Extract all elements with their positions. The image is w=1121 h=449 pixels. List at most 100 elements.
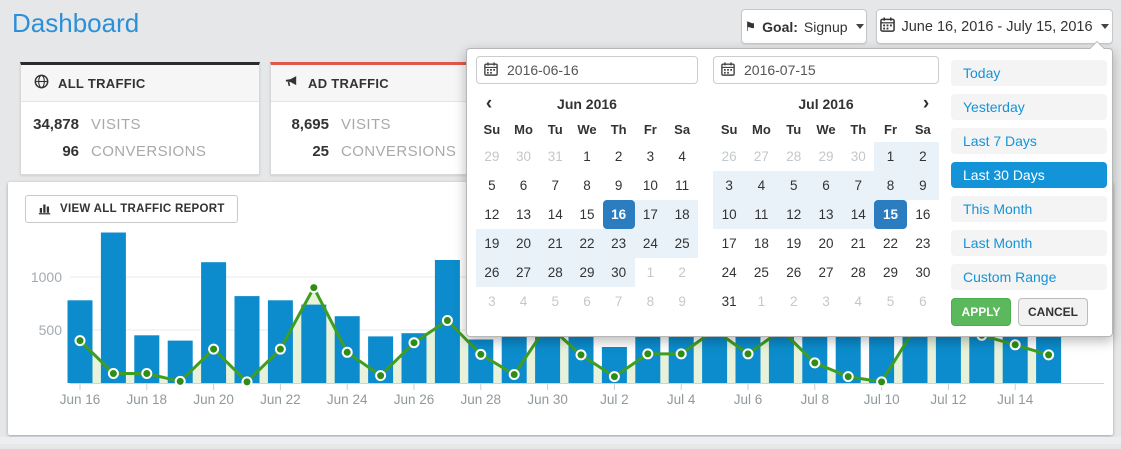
calendar-day[interactable]: 31 <box>721 294 737 309</box>
calendar-day[interactable]: 30 <box>516 149 532 164</box>
range-option-last-30-days[interactable]: Last 30 Days <box>951 162 1107 188</box>
calendar-day[interactable]: 3 <box>646 149 655 164</box>
calendar-day[interactable]: 5 <box>551 294 560 309</box>
calendar-day[interactable]: 18 <box>666 200 698 229</box>
calendar-day[interactable]: 24 <box>634 229 667 258</box>
calendar-day[interactable]: 5 <box>488 178 496 193</box>
next-month-button[interactable]: › <box>922 93 930 114</box>
calendar-day[interactable]: 4 <box>678 149 686 164</box>
calendar-day[interactable]: 30 <box>602 258 635 287</box>
goal-selector-button[interactable]: ⚑ Goal: Signup <box>741 9 867 44</box>
calendar-day[interactable]: 30 <box>915 265 931 280</box>
calendar-day[interactable]: 27 <box>753 149 769 164</box>
calendar-day[interactable]: 6 <box>583 294 591 309</box>
calendar-day[interactable]: 10 <box>713 200 746 229</box>
calendar-day[interactable]: 29 <box>484 149 500 164</box>
calendar-day[interactable]: 2 <box>678 265 686 280</box>
calendar-day[interactable]: 20 <box>507 229 540 258</box>
calendar-day[interactable]: 27 <box>818 265 834 280</box>
calendar-day[interactable]: 29 <box>818 149 834 164</box>
calendar-day[interactable]: 11 <box>675 178 690 193</box>
calendar-day[interactable]: 3 <box>488 294 496 309</box>
range-option-last-7-days[interactable]: Last 7 Days <box>951 128 1107 154</box>
calendar-day[interactable]: 1 <box>583 149 591 164</box>
calendar-day[interactable]: 12 <box>777 200 810 229</box>
calendar-day[interactable]: 31 <box>547 149 563 164</box>
calendar-day[interactable]: 4 <box>519 294 528 309</box>
calendar-day[interactable]: 23 <box>915 236 931 251</box>
calendar-day[interactable]: 27 <box>507 258 540 287</box>
calendar-day[interactable]: 20 <box>818 236 834 251</box>
calendar-day[interactable]: 22 <box>571 229 603 258</box>
calendar-day[interactable]: 6 <box>919 294 927 309</box>
calendar-day[interactable]: 8 <box>646 294 655 309</box>
calendar-day[interactable]: 14 <box>842 200 875 229</box>
calendar-day[interactable]: 2 <box>614 149 623 164</box>
calendar-day[interactable]: 18 <box>753 236 769 251</box>
range-option-yesterday[interactable]: Yesterday <box>951 94 1107 120</box>
calendar-day[interactable]: 12 <box>484 207 500 222</box>
calendar-day-selected[interactable]: 16 <box>602 200 635 229</box>
calendar-day[interactable]: 1 <box>874 142 907 171</box>
calendar-day[interactable]: 21 <box>850 236 866 251</box>
date-range-button[interactable]: June 16, 2016 - July 15, 2016 <box>876 9 1113 44</box>
calendar-day[interactable]: 24 <box>721 265 737 280</box>
calendar-day[interactable]: 23 <box>602 229 635 258</box>
calendar-day[interactable]: 9 <box>614 178 623 193</box>
calendar-day-selected[interactable]: 15 <box>874 200 907 229</box>
calendar-day[interactable]: 10 <box>642 178 658 193</box>
calendar-day[interactable]: 19 <box>786 236 802 251</box>
calendar-day[interactable]: 14 <box>547 207 563 222</box>
calendar-day[interactable]: 9 <box>906 171 939 200</box>
calendar-day[interactable]: 17 <box>634 200 667 229</box>
calendar-day[interactable]: 16 <box>915 207 931 222</box>
cancel-button[interactable]: CANCEL <box>1018 298 1088 326</box>
calendar-day[interactable]: 28 <box>786 149 802 164</box>
apply-button[interactable]: APPLY <box>951 298 1011 326</box>
calendar-day[interactable]: 19 <box>476 229 508 258</box>
calendar-day[interactable]: 7 <box>614 294 623 309</box>
calendar-day[interactable]: 1 <box>757 294 766 309</box>
calendar-day[interactable]: 26 <box>786 265 802 280</box>
calendar-day[interactable]: 28 <box>850 265 866 280</box>
calendar-day[interactable]: 5 <box>777 171 810 200</box>
calendar-day[interactable]: 6 <box>809 171 843 200</box>
calendar-day[interactable]: 29 <box>571 258 603 287</box>
calendar-day[interactable]: 6 <box>519 178 528 193</box>
calendar-day[interactable]: 1 <box>646 265 655 280</box>
calendar-day[interactable]: 25 <box>753 265 769 280</box>
range-option-this-month[interactable]: This Month <box>951 196 1107 222</box>
view-all-traffic-report-button[interactable]: VIEW ALL TRAFFIC REPORT <box>25 195 238 223</box>
calendar-day[interactable]: 13 <box>809 200 843 229</box>
calendar-day[interactable]: 5 <box>886 294 895 309</box>
calendar-day[interactable]: 22 <box>883 236 899 251</box>
prev-month-button[interactable]: ‹ <box>485 93 493 114</box>
calendar-day[interactable]: 11 <box>745 200 778 229</box>
calendar-day[interactable]: 26 <box>476 258 508 287</box>
calendar-day[interactable]: 13 <box>516 207 532 222</box>
calendar-day[interactable]: 4 <box>745 171 778 200</box>
calendar-day[interactable]: 28 <box>539 258 572 287</box>
calendar-day[interactable]: 3 <box>713 171 746 200</box>
calendar-day[interactable]: 9 <box>678 294 686 309</box>
start-date-input[interactable] <box>476 56 698 84</box>
calendar-day[interactable]: 17 <box>721 236 737 251</box>
calendar-day[interactable]: 8 <box>583 178 591 193</box>
range-option-custom-range[interactable]: Custom Range <box>951 264 1107 290</box>
calendar-day[interactable]: 15 <box>579 207 595 222</box>
calendar-day[interactable]: 29 <box>883 265 899 280</box>
range-option-today[interactable]: Today <box>951 60 1107 86</box>
calendar-day[interactable]: 25 <box>666 229 698 258</box>
calendar-day[interactable]: 4 <box>854 294 863 309</box>
calendar-day[interactable]: 3 <box>822 294 830 309</box>
range-option-last-month[interactable]: Last Month <box>951 230 1107 256</box>
calendar-day[interactable]: 7 <box>551 178 560 193</box>
calendar-day[interactable]: 2 <box>906 142 939 171</box>
calendar-day[interactable]: 7 <box>842 171 875 200</box>
end-date-input[interactable] <box>713 56 939 84</box>
calendar-day[interactable]: 21 <box>539 229 572 258</box>
calendar-day[interactable]: 30 <box>850 149 866 164</box>
calendar-day[interactable]: 26 <box>721 149 737 164</box>
calendar-day[interactable]: 2 <box>789 294 798 309</box>
calendar-day[interactable]: 8 <box>874 171 907 200</box>
